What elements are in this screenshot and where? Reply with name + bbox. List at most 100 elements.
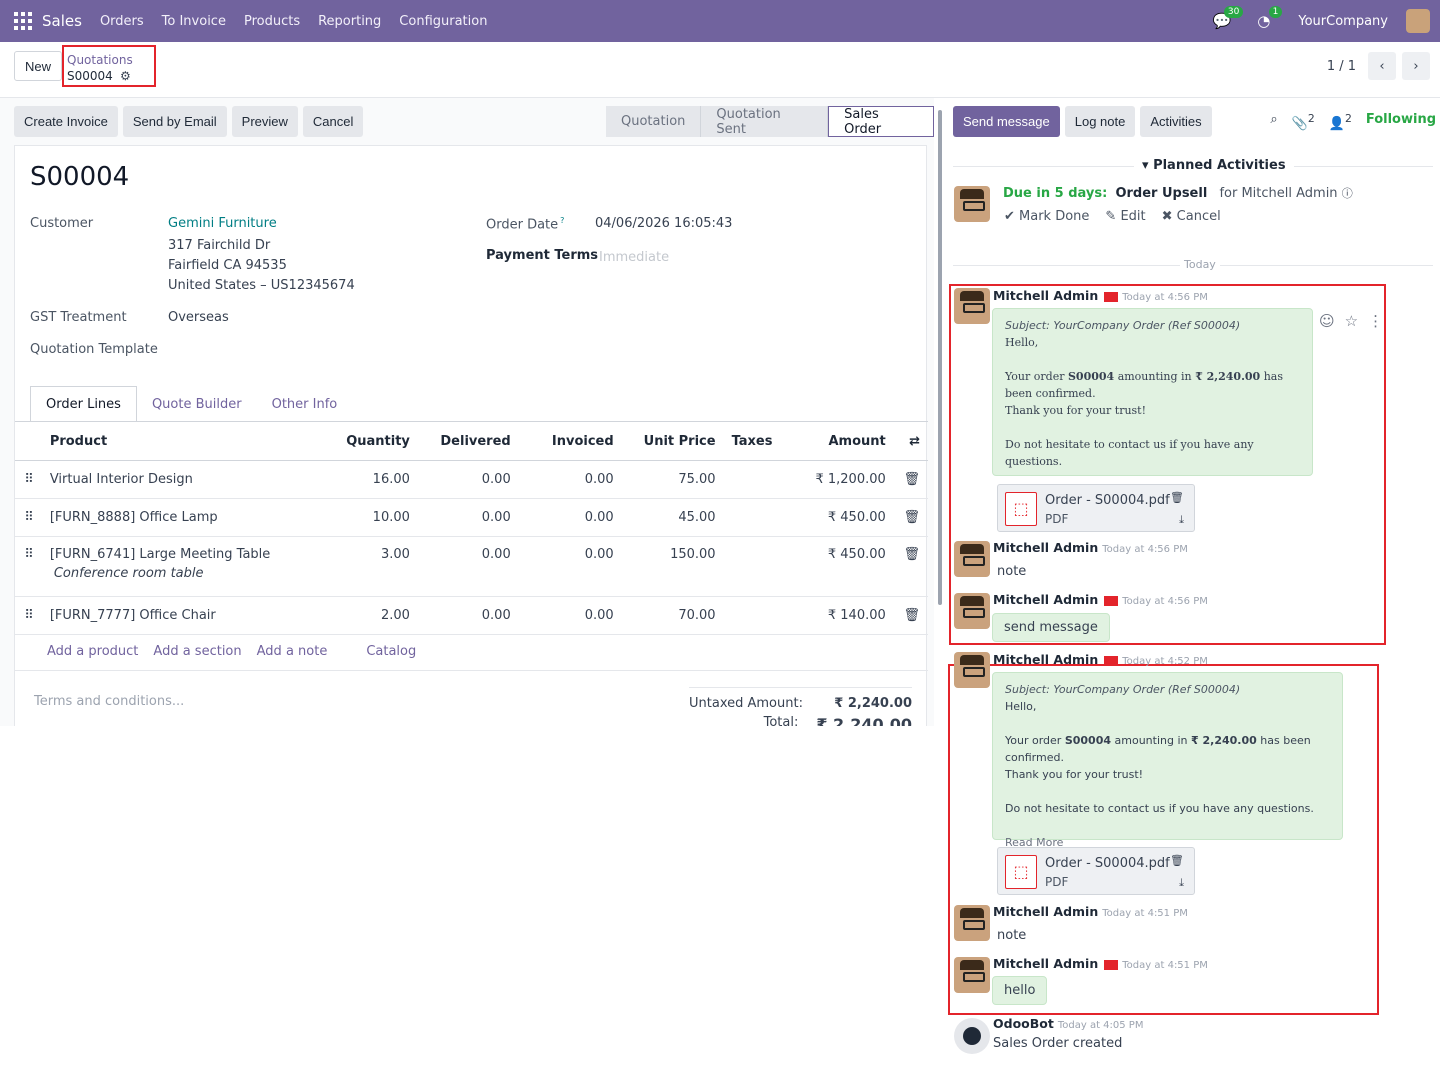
avatar[interactable] (954, 652, 990, 688)
pager-value[interactable]: 1 / 1 (1326, 58, 1356, 74)
pdf-attachment[interactable]: ⬚ Order - S00004.pdf PDF 🗑 ⤓ (997, 484, 1195, 532)
pdf-attachment[interactable]: ⬚ Order - S00004.pdf PDF 🗑 ⤓ (997, 847, 1195, 895)
table-row[interactable]: ⠿ [FURN_6741] Large Meeting Table Confer… (15, 536, 928, 597)
tab-quote-builder[interactable]: Quote Builder (151, 396, 242, 412)
avatar[interactable] (954, 541, 990, 577)
menu-orders[interactable]: Orders (99, 13, 144, 29)
next-icon[interactable]: › (1402, 52, 1430, 80)
line-product-cell[interactable]: [FURN_6741] Large Meeting Table Conferen… (41, 536, 326, 597)
cancel-button[interactable]: Cancel (302, 106, 364, 137)
previous-icon[interactable]: ‹ (1368, 52, 1396, 80)
avatar[interactable] (954, 186, 990, 222)
add-note-link[interactable]: Add a note (256, 644, 328, 659)
line-quantity[interactable]: 2.00 (325, 596, 418, 635)
more-options-icon[interactable]: ⋮ (1368, 312, 1384, 330)
col-amount[interactable]: Amount (786, 424, 894, 461)
line-unit-price[interactable]: 45.00 (621, 498, 724, 537)
order-date-value[interactable]: 04/06/2026 16:05:43 (595, 216, 733, 231)
line-quantity[interactable]: 16.00 (325, 460, 418, 499)
column-settings-icon[interactable]: ⇄ (893, 424, 928, 461)
followers-icon[interactable]: 👤2 (1328, 112, 1352, 132)
search-icon[interactable]: ⌕ (1270, 112, 1278, 127)
line-unit-price[interactable]: 70.00 (621, 596, 724, 635)
following-button[interactable]: Following (1365, 112, 1436, 127)
gst-value[interactable]: Overseas (168, 310, 229, 325)
drag-handle-icon[interactable]: ⠿ (15, 460, 42, 499)
menu-products[interactable]: Products (243, 13, 301, 29)
col-delivered[interactable]: Delivered (417, 424, 519, 461)
mark-done-button[interactable]: ✔ Mark Done (1004, 209, 1090, 224)
line-delivered[interactable]: 0.00 (417, 596, 519, 635)
avatar[interactable] (954, 288, 990, 324)
avatar[interactable] (954, 957, 990, 993)
add-reaction-icon[interactable]: ☺ (1319, 312, 1335, 330)
trash-icon[interactable]: 🗑 (893, 596, 928, 635)
drag-handle-icon[interactable]: ⠿ (15, 536, 42, 597)
breadcrumb-quotations[interactable]: Quotations (67, 53, 133, 67)
send-message-button[interactable]: Send message (953, 106, 1060, 137)
trash-icon[interactable]: 🗑 (1170, 491, 1184, 504)
line-quantity[interactable]: 10.00 (325, 498, 418, 537)
customer-name[interactable]: Gemini Furniture (168, 216, 277, 231)
trash-icon[interactable]: 🗑 (1170, 854, 1184, 867)
line-product[interactable]: [FURN_7777] Office Chair (41, 596, 326, 635)
app-name[interactable]: Sales (42, 12, 82, 30)
line-unit-price[interactable]: 150.00 (621, 536, 724, 597)
line-unit-price[interactable]: 75.00 (621, 460, 724, 499)
menu-configuration[interactable]: Configuration (399, 13, 488, 29)
col-invoiced[interactable]: Invoiced (518, 424, 622, 461)
info-icon[interactable]: ⓘ (1341, 187, 1353, 200)
company-switcher[interactable]: YourCompany (1298, 13, 1388, 29)
read-more-link[interactable]: Read More (1005, 836, 1064, 849)
trash-icon[interactable]: 🗑 (893, 536, 928, 597)
paperclip-icon[interactable]: 📎2 (1291, 112, 1315, 132)
stage-sales-order[interactable]: Sales Order (828, 106, 934, 137)
table-row[interactable]: ⠿ [FURN_7777] Office Chair 2.00 0.00 0.0… (15, 596, 928, 635)
line-quantity[interactable]: 3.00 (325, 536, 418, 597)
star-icon[interactable]: ☆ (1344, 312, 1359, 330)
log-note-button[interactable]: Log note (1064, 106, 1136, 137)
download-icon[interactable]: ⤓ (1179, 876, 1184, 889)
line-product[interactable]: Virtual Interior Design (41, 460, 326, 499)
download-icon[interactable]: ⤓ (1179, 513, 1184, 526)
line-taxes[interactable] (723, 498, 787, 537)
line-product[interactable]: [FURN_8888] Office Lamp (41, 498, 326, 537)
drag-handle-icon[interactable]: ⠿ (15, 596, 42, 635)
avatar[interactable] (954, 905, 990, 941)
table-row[interactable]: ⠿ [FURN_8888] Office Lamp 10.00 0.00 0.0… (15, 498, 928, 537)
trash-icon[interactable]: 🗑 (893, 460, 928, 499)
new-button[interactable]: New (14, 51, 63, 81)
stage-quotation[interactable]: Quotation (606, 106, 702, 137)
menu-reporting[interactable]: Reporting (318, 13, 382, 29)
terms-input[interactable]: Terms and conditions... (34, 694, 185, 709)
col-product[interactable]: Product (41, 424, 326, 461)
tab-order-lines[interactable]: Order Lines (30, 386, 137, 422)
user-avatar[interactable] (1406, 9, 1430, 33)
avatar[interactable] (954, 593, 990, 629)
menu-to-invoice[interactable]: To Invoice (161, 13, 226, 29)
form-scrollbar[interactable] (936, 98, 942, 726)
odoobot-avatar[interactable] (954, 1018, 990, 1054)
messages-icon[interactable]: 💬 30 (1213, 6, 1244, 30)
col-quantity[interactable]: Quantity (325, 424, 418, 461)
col-taxes[interactable]: Taxes (723, 424, 787, 461)
table-row[interactable]: ⠿ Virtual Interior Design 16.00 0.00 0.0… (15, 460, 928, 499)
cancel-activity-button[interactable]: ✖ Cancel (1161, 209, 1221, 224)
add-product-link[interactable]: Add a product (47, 644, 139, 659)
preview-button[interactable]: Preview (231, 106, 298, 137)
activities-button[interactable]: Activities (1140, 106, 1212, 137)
add-section-link[interactable]: Add a section (153, 644, 242, 659)
gear-icon[interactable]: ⚙ (119, 69, 131, 83)
catalog-link[interactable]: Catalog (366, 644, 417, 659)
line-taxes[interactable] (723, 596, 787, 635)
line-taxes[interactable] (723, 460, 787, 499)
edit-button[interactable]: ✎ Edit (1105, 209, 1146, 224)
line-delivered[interactable]: 0.00 (417, 536, 519, 597)
trash-icon[interactable]: 🗑 (893, 498, 928, 537)
payment-terms-input[interactable]: Immediate (599, 250, 670, 265)
order-date-help[interactable]: ? (560, 216, 565, 225)
stage-quotation-sent[interactable]: Quotation Sent (701, 106, 829, 137)
col-unit-price[interactable]: Unit Price (621, 424, 724, 461)
activity-clock-icon[interactable]: ◔ 1 (1257, 6, 1283, 30)
send-by-email-button[interactable]: Send by Email (122, 106, 227, 137)
